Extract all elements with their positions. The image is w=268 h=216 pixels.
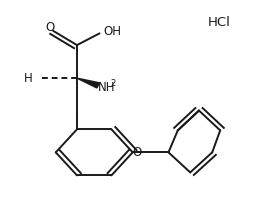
Text: OH: OH <box>103 25 121 38</box>
Text: O: O <box>46 21 55 34</box>
Text: 2: 2 <box>110 79 116 88</box>
Polygon shape <box>77 78 99 88</box>
Text: HCl: HCl <box>207 16 230 29</box>
Text: NH: NH <box>97 81 115 94</box>
Text: H: H <box>24 72 33 85</box>
Text: O: O <box>132 146 141 159</box>
